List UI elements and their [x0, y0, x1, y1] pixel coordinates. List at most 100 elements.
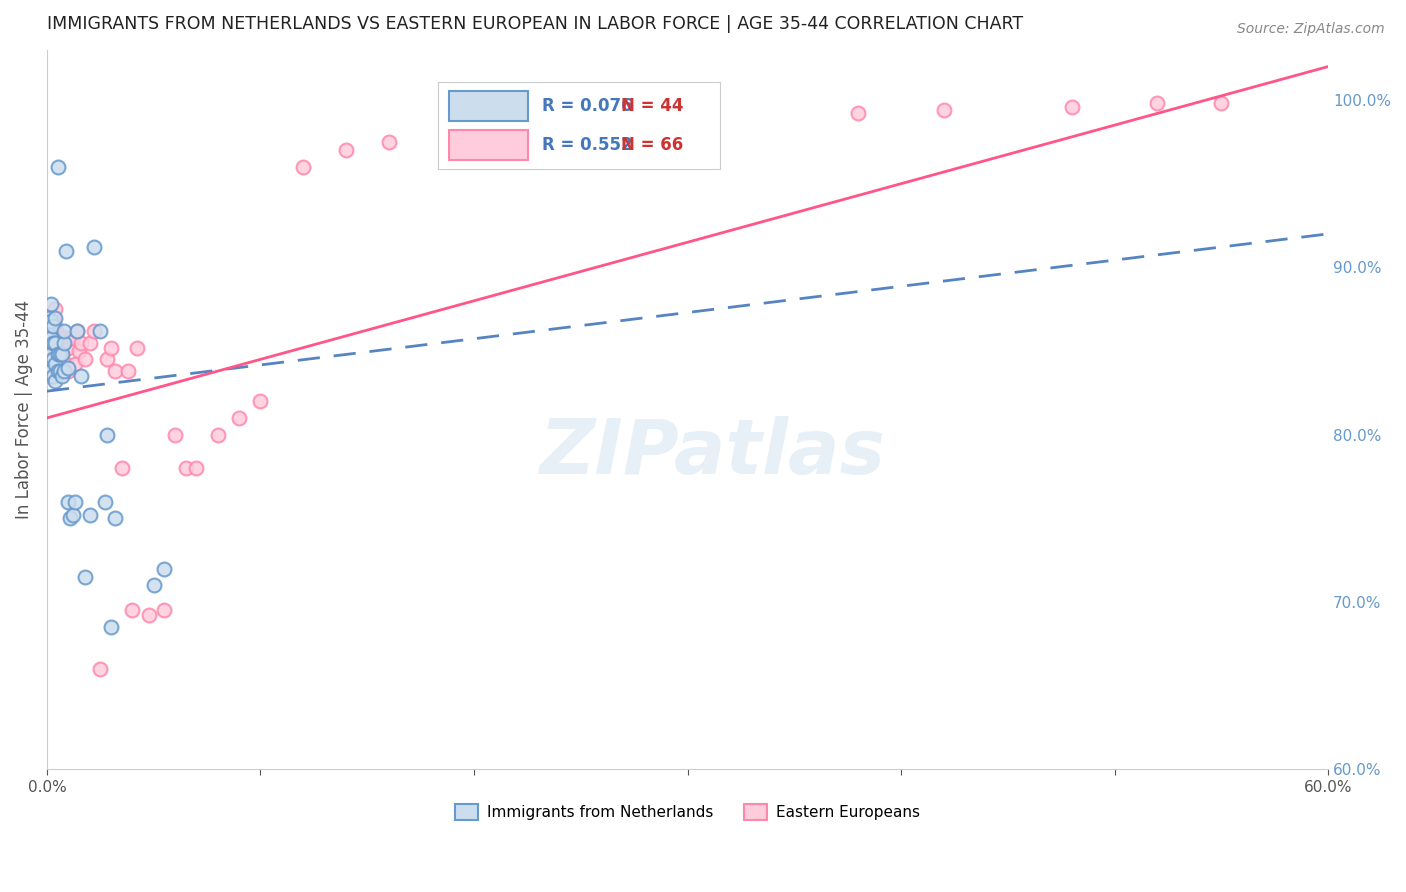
Point — [58, 360, 80, 375]
Point — [42, 335, 65, 350]
Point — [63, 494, 86, 508]
Text: IMMIGRANTS FROM NETHERLANDS VS EASTERN EUROPEAN IN LABOR FORCE | AGE 35-44 CORRE: IMMIGRANTS FROM NETHERLANDS VS EASTERN E… — [46, 15, 1024, 33]
Point — [96, 352, 118, 367]
Point — [100, 620, 122, 634]
Point — [52, 335, 75, 350]
Point — [75, 570, 97, 584]
Point — [46, 364, 69, 378]
Point — [249, 394, 271, 409]
Point — [569, 118, 592, 132]
Point — [39, 347, 62, 361]
Point — [1060, 100, 1083, 114]
Point — [38, 369, 60, 384]
Point — [138, 608, 160, 623]
Point — [58, 494, 80, 508]
Point — [58, 341, 80, 355]
Point — [67, 344, 90, 359]
Point — [111, 461, 134, 475]
Point — [59, 330, 82, 344]
Point — [44, 335, 66, 350]
Point — [153, 603, 176, 617]
Point — [39, 314, 62, 328]
Point — [52, 324, 75, 338]
Point — [42, 369, 65, 384]
Point — [46, 160, 69, 174]
Text: ZIPatlas: ZIPatlas — [540, 416, 886, 490]
Point — [83, 240, 105, 254]
Point — [39, 327, 62, 342]
Point — [39, 347, 62, 361]
Point — [38, 327, 60, 342]
Point — [96, 427, 118, 442]
Point — [42, 352, 65, 367]
Point — [46, 327, 69, 342]
Point — [48, 347, 70, 361]
Point — [463, 127, 485, 141]
Point — [48, 364, 70, 378]
Point — [38, 310, 60, 325]
Y-axis label: In Labor Force | Age 35-44: In Labor Force | Age 35-44 — [15, 300, 32, 519]
Point — [79, 335, 101, 350]
Point — [52, 358, 75, 372]
Point — [377, 135, 399, 149]
Point — [48, 347, 70, 361]
Point — [228, 411, 250, 425]
Point — [1211, 96, 1233, 111]
Point — [39, 297, 62, 311]
Point — [125, 341, 148, 355]
Point — [52, 335, 75, 350]
Point — [55, 244, 77, 258]
Point — [51, 369, 73, 384]
Text: Source: ZipAtlas.com: Source: ZipAtlas.com — [1237, 22, 1385, 37]
Point — [70, 369, 93, 384]
Point — [58, 364, 80, 378]
Point — [48, 330, 70, 344]
Point — [51, 330, 73, 344]
Point — [66, 324, 89, 338]
Point — [48, 364, 70, 378]
Point — [39, 364, 62, 378]
Point — [66, 324, 89, 338]
Point — [46, 364, 69, 378]
Point — [44, 330, 66, 344]
Point — [55, 358, 77, 372]
Point — [44, 374, 66, 388]
Point — [292, 160, 315, 174]
Point — [676, 110, 699, 124]
Point — [38, 330, 60, 344]
Point — [932, 103, 955, 117]
Point — [207, 427, 229, 442]
Point — [46, 347, 69, 361]
Point — [62, 508, 84, 522]
Point — [83, 324, 105, 338]
Point — [186, 461, 208, 475]
Point — [59, 511, 82, 525]
Point — [42, 310, 65, 325]
Point — [42, 324, 65, 338]
Point — [93, 494, 115, 508]
Point — [79, 508, 101, 522]
Point — [104, 511, 127, 525]
Point — [44, 364, 66, 378]
Point — [42, 318, 65, 333]
Point — [42, 352, 65, 367]
Point — [55, 330, 77, 344]
Point — [117, 364, 139, 378]
Point — [89, 662, 111, 676]
Point — [174, 461, 197, 475]
Point — [62, 330, 84, 344]
Point — [42, 369, 65, 384]
Point — [153, 561, 176, 575]
Point — [52, 364, 75, 378]
Point — [44, 310, 66, 325]
Point — [42, 335, 65, 350]
Point — [51, 364, 73, 378]
Point — [121, 603, 143, 617]
Point — [100, 341, 122, 355]
Point — [63, 358, 86, 372]
Point — [39, 330, 62, 344]
Point — [44, 347, 66, 361]
Point — [335, 143, 357, 157]
Point — [142, 578, 165, 592]
Point — [89, 324, 111, 338]
